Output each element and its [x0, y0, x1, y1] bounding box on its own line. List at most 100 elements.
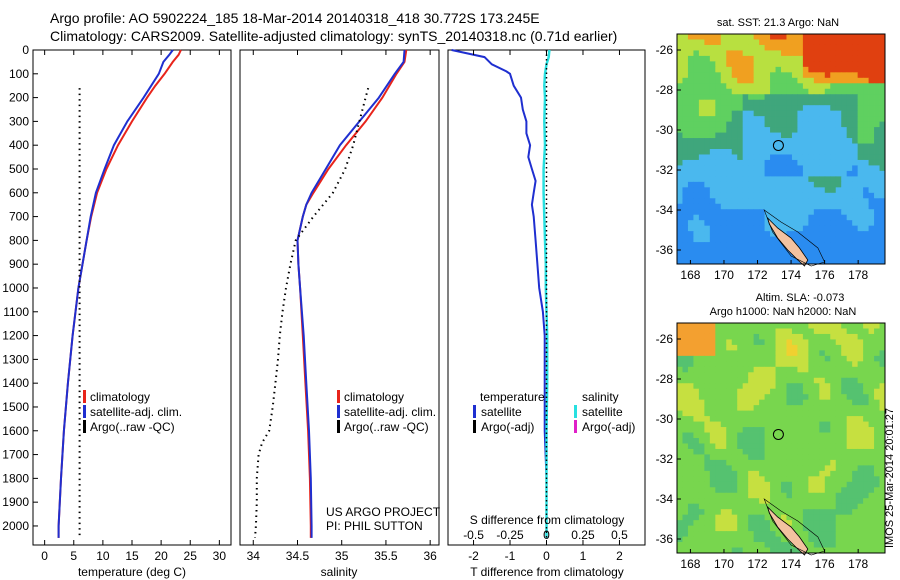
map-cell	[786, 94, 793, 101]
map-cell	[737, 399, 744, 406]
map-cell	[726, 405, 733, 412]
legend-label-climatology: climatology	[344, 390, 404, 404]
map-cell	[687, 377, 694, 384]
map-cell	[693, 547, 700, 554]
map-cell	[846, 531, 853, 537]
map-cell	[677, 344, 683, 351]
x-tick-label: 34.5	[286, 549, 310, 563]
map-cell	[791, 388, 798, 395]
map-cell	[720, 176, 727, 183]
map-cell	[813, 476, 820, 483]
map-cell	[819, 443, 826, 450]
map-cell	[868, 383, 875, 390]
map-cell	[835, 520, 842, 527]
map-cell	[682, 465, 689, 472]
map-cell	[781, 547, 787, 554]
map-cell	[824, 465, 831, 472]
map-cell	[698, 258, 705, 265]
map-cell	[720, 203, 727, 210]
map-cell	[753, 372, 760, 379]
map-cell	[835, 443, 842, 450]
map-cell	[852, 116, 859, 123]
map-cell	[759, 366, 765, 373]
map-cell	[781, 55, 787, 62]
map-cell	[742, 209, 749, 216]
map-cell	[693, 476, 700, 483]
map-cell	[693, 531, 700, 537]
map-cell	[759, 443, 765, 450]
map-cell	[813, 542, 820, 548]
map-cell	[677, 361, 683, 368]
map-cell	[846, 170, 853, 177]
map-cell	[748, 448, 755, 455]
map-cell	[742, 344, 749, 351]
map-cell	[759, 236, 765, 243]
map-cell	[677, 383, 683, 390]
map-cell	[677, 77, 683, 84]
map-cell	[863, 427, 869, 433]
map-cell	[775, 154, 782, 161]
map-cell	[786, 465, 793, 472]
map-cell	[863, 66, 869, 73]
map-cell	[813, 138, 820, 144]
map-cell	[846, 220, 853, 227]
map-cell	[808, 181, 815, 188]
map-cell	[715, 99, 722, 106]
map-cell	[824, 366, 831, 373]
map-cell	[808, 465, 815, 472]
map-cell	[682, 192, 689, 199]
map-cell	[677, 94, 683, 101]
map-cell	[830, 50, 837, 57]
map-cell	[731, 55, 738, 62]
map-cell	[704, 105, 711, 112]
map-cell	[687, 427, 694, 433]
map-cell	[715, 547, 722, 554]
map-x-tick-label: 172	[748, 557, 768, 571]
map-cell	[874, 149, 880, 155]
map-cell	[841, 487, 848, 494]
map-cell	[824, 159, 831, 166]
map-cell	[841, 159, 848, 166]
map-cell	[698, 366, 705, 373]
map-cell	[731, 498, 738, 505]
map-cell	[879, 154, 886, 161]
map-cell	[802, 121, 809, 128]
map-cell	[846, 454, 853, 461]
map-cell	[835, 236, 842, 243]
map-cell	[742, 110, 749, 117]
map-cell	[720, 542, 727, 548]
map-cell	[709, 247, 716, 254]
map-cell	[775, 181, 782, 188]
map-cell	[791, 170, 798, 177]
annotation-pi: PI: PHIL SUTTON	[326, 519, 423, 533]
map-cell	[687, 72, 694, 79]
map-cell	[737, 377, 744, 384]
map-cell	[819, 66, 826, 73]
map-cell	[693, 192, 700, 199]
map-cell	[759, 465, 765, 472]
map-cell	[874, 105, 880, 112]
map-cell	[742, 105, 749, 112]
map-cell	[770, 44, 776, 51]
map-cell	[770, 192, 776, 199]
map-cell	[698, 247, 705, 254]
map-cell	[813, 220, 820, 227]
map-cell	[770, 127, 776, 133]
map-cell	[841, 525, 848, 532]
map-cell	[753, 231, 760, 238]
map-cell	[715, 258, 722, 265]
map-cell	[682, 416, 689, 422]
map-cell	[846, 333, 853, 340]
map-cell	[715, 127, 722, 133]
map-cell	[715, 105, 722, 112]
map-cell	[698, 536, 705, 543]
map-cell	[830, 492, 837, 499]
map-cell	[682, 132, 689, 139]
map-cell	[748, 94, 755, 101]
map-cell	[715, 170, 722, 177]
map-cell	[677, 231, 683, 238]
map-cell	[846, 214, 853, 221]
argo-float-marker	[772, 139, 784, 151]
map-cell	[813, 366, 820, 373]
map-cell	[687, 536, 694, 543]
